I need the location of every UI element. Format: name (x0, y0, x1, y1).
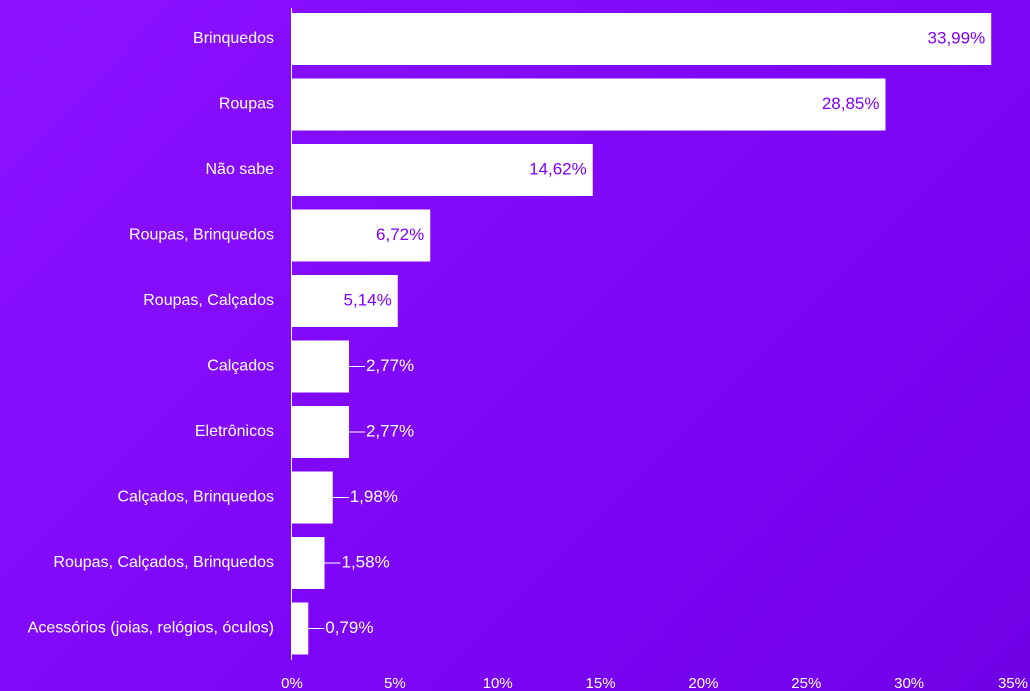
x-tick-label: 0% (281, 675, 303, 691)
bar (292, 78, 886, 131)
x-tick-label: 35% (998, 675, 1028, 691)
x-tick-label: 30% (894, 675, 924, 691)
category-label: Acessórios (joias, relógios, óculos) (28, 620, 274, 637)
x-tick-label: 5% (384, 675, 406, 691)
category-label: Não sabe (206, 161, 275, 178)
bar (292, 602, 309, 655)
category-label: Roupas, Calçados (143, 292, 274, 309)
x-tick-label: 25% (791, 675, 821, 691)
data-label: 2,77% (366, 421, 414, 440)
bar (292, 340, 349, 393)
data-label: 33,99% (928, 28, 986, 47)
bar (292, 275, 398, 327)
data-label: 28,85% (822, 94, 880, 113)
bar (292, 471, 333, 524)
category-label: Roupas, Brinquedos (129, 227, 274, 244)
category-label: Eletrônicos (195, 423, 274, 440)
bar (292, 13, 992, 65)
data-label: 14,62% (529, 159, 587, 178)
bar (292, 406, 349, 458)
data-label: 2,77% (366, 356, 414, 375)
data-label: 0,79% (325, 618, 373, 637)
data-label: 1,58% (342, 552, 390, 571)
bar (292, 144, 593, 196)
category-label: Calçados, Brinquedos (117, 489, 274, 506)
x-tick-label: 20% (688, 675, 718, 691)
data-label: 6,72% (376, 225, 424, 244)
category-label: Roupas, Calçados, Brinquedos (53, 554, 274, 571)
category-label: Roupas (219, 96, 274, 113)
bar (292, 209, 431, 262)
x-tick-label: 10% (483, 675, 513, 691)
data-label: 5,14% (344, 290, 392, 309)
category-labels: Brinquedos Roupas Não sabe Roupas, Brinqued… (28, 30, 274, 637)
bar (292, 537, 325, 589)
x-axis-ticks: 0% 5% 10% 15% 20% 25% 30% 35% (281, 675, 1028, 691)
category-label: Calçados (207, 358, 274, 375)
x-tick-label: 15% (586, 675, 616, 691)
category-label: Brinquedos (193, 30, 274, 47)
bars-layer (292, 13, 992, 655)
data-label: 1,98% (350, 487, 398, 506)
value-labels: 33,99% 28,85% 14,62% 6,72% 5,14% 2,77% 2,77% 1,… (308, 28, 985, 637)
